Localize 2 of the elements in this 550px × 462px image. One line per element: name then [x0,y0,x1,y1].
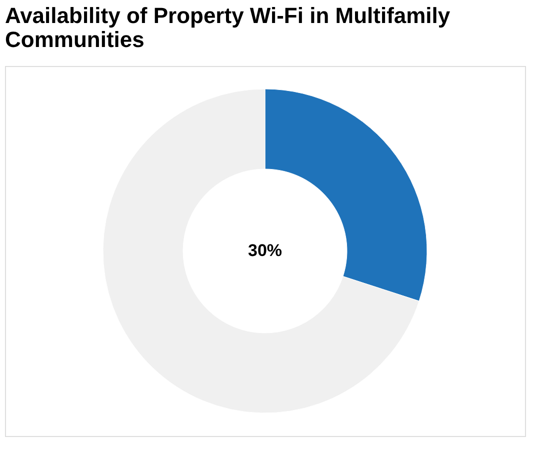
chart-title: Availability of Property Wi-Fi in Multifamily Communities [5,3,451,52]
text: 30% [248,241,282,260]
